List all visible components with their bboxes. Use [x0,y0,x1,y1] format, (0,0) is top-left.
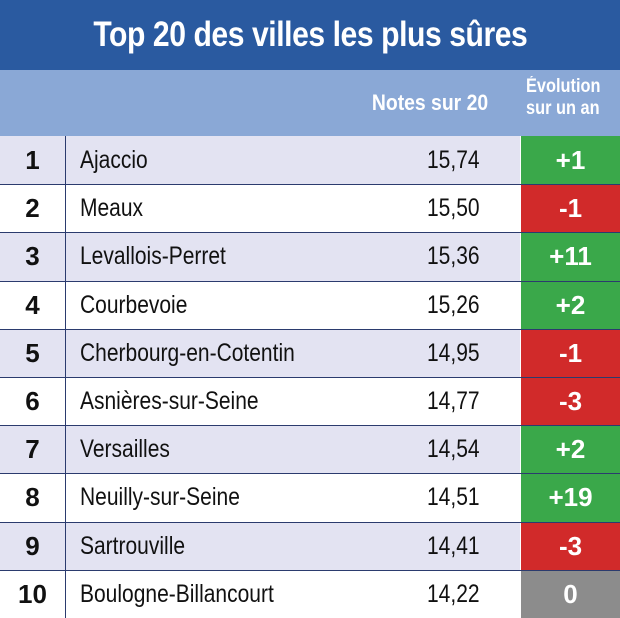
city-name: Sartrouville [80,531,186,560]
rank-cell: 9 [0,522,66,570]
rank-cell: 7 [0,426,66,474]
score-value: 15,74 [426,145,480,174]
table-row: 7 Versailles 14,54 +2 [0,425,620,474]
evolution-header-line2: sur un an [526,98,600,119]
rank-cell: 3 [0,233,66,281]
score-cell: 15,74 [386,136,520,184]
city-name: Versailles [80,435,170,464]
table-row: 5 Cherbourg-en-Cotentin 14,95 -1 [0,328,620,377]
evolution-cell: -3 [520,522,620,570]
table-row: 3 Levallois-Perret 15,36 +11 [0,232,620,281]
city-name: Levallois-Perret [80,242,226,271]
evolution-cell: -1 [520,329,620,377]
city-name: Ajaccio [80,145,148,174]
column-header-row: Notes sur 20 Évolution sur un an [0,70,620,136]
score-value: 15,36 [426,242,480,271]
evolution-cell: -1 [520,185,620,233]
city-cell: Versailles [66,426,386,473]
city-name: Boulogne-Billancourt [80,579,274,608]
score-cell: 15,26 [386,282,520,329]
evolution-cell: +1 [520,136,620,185]
rank-cell: 6 [0,377,66,426]
ranking-rows: 1 Ajaccio 15,74 +1 2 Meaux 15,50 -1 3 Le… [0,136,620,618]
table-row: 2 Meaux 15,50 -1 [0,184,620,233]
city-cell: Ajaccio [66,136,386,184]
score-value: 14,77 [426,387,480,416]
rank-cell: 1 [0,136,66,185]
evolution-cell: +2 [520,426,620,474]
city-name: Cherbourg-en-Cotentin [80,338,295,367]
score-value: 14,54 [426,435,480,464]
evolution-cell: +19 [520,474,620,522]
city-cell: Meaux [66,185,386,232]
score-value: 14,41 [426,531,480,560]
evolution-cell: 0 [520,570,620,618]
score-value: 14,51 [426,483,480,512]
rank-cell: 10 [0,570,66,618]
table-row: 6 Asnières-sur-Seine 14,77 -3 [0,376,620,426]
evolution-cell: +2 [520,281,620,329]
city-cell: Cherbourg-en-Cotentin [66,330,386,377]
score-cell: 14,54 [386,426,520,473]
score-value: 14,95 [426,338,480,367]
city-name: Courbevoie [80,290,188,319]
title-bar: Top 20 des villes les plus sûres [0,0,620,70]
score-cell: 14,51 [386,474,520,521]
score-cell: 15,36 [386,233,520,280]
table-row: 4 Courbevoie 15,26 +2 [0,280,620,329]
table-row: 8 Neuilly-sur-Seine 14,51 +19 [0,473,620,522]
city-name: Asnières-sur-Seine [80,387,259,416]
city-cell: Boulogne-Billancourt [66,571,386,618]
score-value: 15,26 [426,290,480,319]
score-cell: 14,95 [386,330,520,377]
city-cell: Neuilly-sur-Seine [66,474,386,521]
score-cell: 14,41 [386,523,520,570]
table-row: 10 Boulogne-Billancourt 14,22 0 [0,569,620,618]
score-column-header: Notes sur 20 [371,90,489,115]
score-cell: 14,22 [386,571,520,618]
page-title: Top 20 des villes les plus sûres [92,15,528,54]
evolution-column-header: Évolution sur un an [520,76,620,132]
rank-cell: 4 [0,281,66,329]
score-value: 15,50 [426,194,480,223]
rank-cell: 5 [0,329,66,377]
evolution-header-line1: Évolution [526,76,601,97]
rank-cell: 2 [0,185,66,233]
city-cell: Sartrouville [66,523,386,570]
table-row: 1 Ajaccio 15,74 +1 [0,136,620,185]
score-value: 14,22 [426,579,480,608]
city-name: Meaux [80,194,144,223]
city-cell: Asnières-sur-Seine [66,378,386,425]
rank-cell: 8 [0,474,66,522]
table-row: 9 Sartrouville 14,41 -3 [0,521,620,570]
score-cell: 15,50 [386,185,520,232]
score-cell: 14,77 [386,378,520,425]
evolution-cell: +11 [520,233,620,281]
city-name: Neuilly-sur-Seine [80,483,240,512]
city-cell: Courbevoie [66,282,386,329]
city-cell: Levallois-Perret [66,233,386,280]
evolution-cell: -3 [520,377,620,426]
